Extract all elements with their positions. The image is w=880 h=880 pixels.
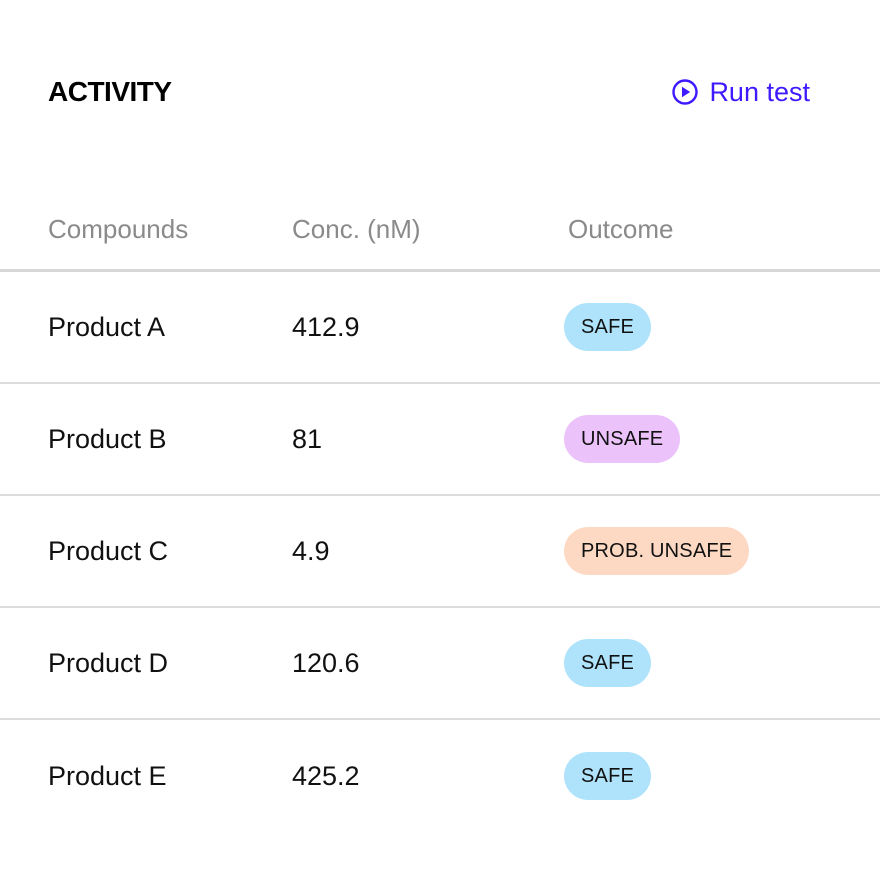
compound-cell: Product E bbox=[48, 760, 167, 791]
table-row: Product C 4.9 PROB. UNSAFE bbox=[0, 496, 880, 608]
concentration-cell: 412.9 bbox=[292, 311, 360, 342]
play-circle-icon bbox=[671, 78, 699, 106]
status-badge: SAFE bbox=[564, 752, 652, 800]
run-test-button[interactable]: Run test bbox=[671, 77, 810, 108]
concentration-cell: 4.9 bbox=[292, 535, 330, 566]
column-header-compounds: Compounds bbox=[48, 214, 189, 244]
table-row: Product E 425.2 SAFE bbox=[0, 720, 880, 832]
concentration-cell: 120.6 bbox=[292, 647, 360, 678]
compound-cell: Product B bbox=[48, 423, 167, 454]
activity-header: ACTIVITY Run test bbox=[48, 70, 810, 114]
status-badge: SAFE bbox=[564, 303, 652, 351]
compound-cell: Product C bbox=[48, 535, 169, 566]
table-row: Product D 120.6 SAFE bbox=[0, 608, 880, 720]
compound-cell: Product A bbox=[48, 311, 166, 342]
column-header-outcome: Outcome bbox=[568, 214, 674, 244]
column-header-concentration: Conc. (nM) bbox=[292, 214, 421, 244]
run-test-label: Run test bbox=[709, 76, 810, 107]
status-badge: SAFE bbox=[564, 639, 652, 687]
status-badge: PROB. UNSAFE bbox=[564, 527, 750, 575]
activity-table: Compounds Conc. (nM) Outcome Product A 4… bbox=[0, 190, 880, 832]
page-title: ACTIVITY bbox=[48, 76, 172, 107]
table-row: Product A 412.9 SAFE bbox=[0, 272, 880, 384]
table-row: Product B 81 UNSAFE bbox=[0, 384, 880, 496]
compound-cell: Product D bbox=[48, 647, 169, 678]
table-header: Compounds Conc. (nM) Outcome bbox=[0, 190, 880, 272]
concentration-cell: 425.2 bbox=[292, 760, 360, 791]
concentration-cell: 81 bbox=[292, 423, 323, 454]
status-badge: UNSAFE bbox=[564, 415, 681, 463]
